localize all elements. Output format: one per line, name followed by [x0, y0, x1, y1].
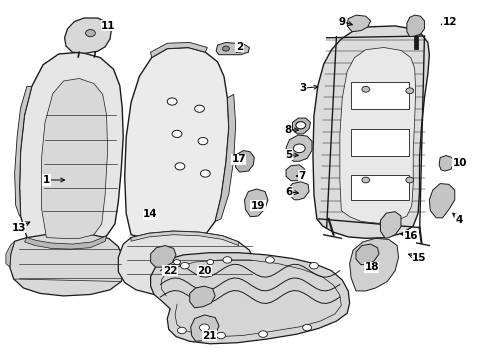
Circle shape: [361, 86, 369, 92]
Polygon shape: [150, 42, 207, 58]
Text: 9: 9: [338, 17, 345, 27]
Circle shape: [405, 177, 413, 183]
Polygon shape: [355, 244, 378, 265]
Polygon shape: [24, 236, 106, 249]
Circle shape: [172, 130, 182, 138]
Text: 14: 14: [143, 209, 158, 219]
Circle shape: [180, 262, 189, 269]
Text: 20: 20: [197, 266, 211, 276]
Text: 2: 2: [236, 42, 243, 52]
Polygon shape: [15, 86, 32, 216]
Polygon shape: [285, 165, 304, 181]
Polygon shape: [380, 212, 400, 238]
Text: 7: 7: [298, 171, 305, 181]
Text: 17: 17: [231, 154, 245, 164]
Text: 11: 11: [101, 21, 116, 31]
Polygon shape: [10, 233, 124, 296]
Polygon shape: [346, 15, 370, 32]
Circle shape: [295, 122, 305, 129]
Text: 19: 19: [250, 201, 265, 211]
Circle shape: [222, 46, 229, 51]
Text: 5: 5: [285, 150, 291, 160]
Text: 4: 4: [455, 215, 463, 225]
Polygon shape: [6, 241, 15, 267]
Circle shape: [85, 30, 95, 37]
Circle shape: [293, 144, 305, 153]
Circle shape: [236, 47, 243, 52]
Circle shape: [206, 260, 213, 265]
Circle shape: [265, 257, 274, 263]
Circle shape: [199, 324, 209, 331]
Circle shape: [258, 331, 267, 337]
FancyBboxPatch shape: [350, 82, 408, 109]
Circle shape: [361, 177, 369, 183]
Polygon shape: [124, 48, 228, 242]
Polygon shape: [215, 94, 235, 221]
Polygon shape: [150, 246, 176, 267]
Polygon shape: [20, 52, 123, 244]
Text: 1: 1: [43, 175, 50, 185]
Circle shape: [175, 163, 184, 170]
Polygon shape: [190, 315, 219, 341]
Text: 16: 16: [403, 231, 417, 241]
Circle shape: [216, 332, 225, 339]
Circle shape: [309, 262, 318, 269]
Polygon shape: [312, 26, 428, 238]
FancyBboxPatch shape: [350, 175, 408, 200]
Text: 13: 13: [11, 222, 26, 233]
Circle shape: [405, 88, 413, 94]
Polygon shape: [285, 135, 311, 161]
Polygon shape: [216, 42, 249, 55]
Polygon shape: [189, 286, 215, 308]
Polygon shape: [288, 182, 308, 200]
Polygon shape: [131, 231, 238, 246]
Polygon shape: [428, 184, 454, 218]
Polygon shape: [234, 150, 254, 172]
Text: 6: 6: [285, 186, 291, 197]
Text: 15: 15: [411, 253, 426, 264]
Polygon shape: [339, 48, 415, 223]
Polygon shape: [64, 18, 111, 53]
Circle shape: [177, 327, 186, 334]
Circle shape: [223, 257, 231, 263]
Circle shape: [198, 138, 207, 145]
Circle shape: [194, 105, 204, 112]
Polygon shape: [438, 156, 453, 171]
Polygon shape: [349, 238, 398, 291]
Polygon shape: [118, 231, 256, 297]
Polygon shape: [244, 189, 267, 217]
Text: 8: 8: [284, 125, 290, 135]
Circle shape: [173, 260, 180, 265]
FancyBboxPatch shape: [350, 129, 408, 156]
Circle shape: [167, 98, 177, 105]
Circle shape: [302, 324, 311, 331]
Polygon shape: [292, 118, 310, 134]
Text: 10: 10: [451, 158, 466, 168]
Text: 3: 3: [299, 83, 306, 93]
Polygon shape: [41, 78, 107, 238]
Polygon shape: [406, 15, 424, 37]
Text: 12: 12: [442, 17, 456, 27]
Circle shape: [200, 170, 210, 177]
Polygon shape: [150, 253, 349, 344]
Text: 18: 18: [364, 262, 378, 272]
Text: 21: 21: [202, 330, 216, 341]
Text: 22: 22: [163, 266, 177, 276]
